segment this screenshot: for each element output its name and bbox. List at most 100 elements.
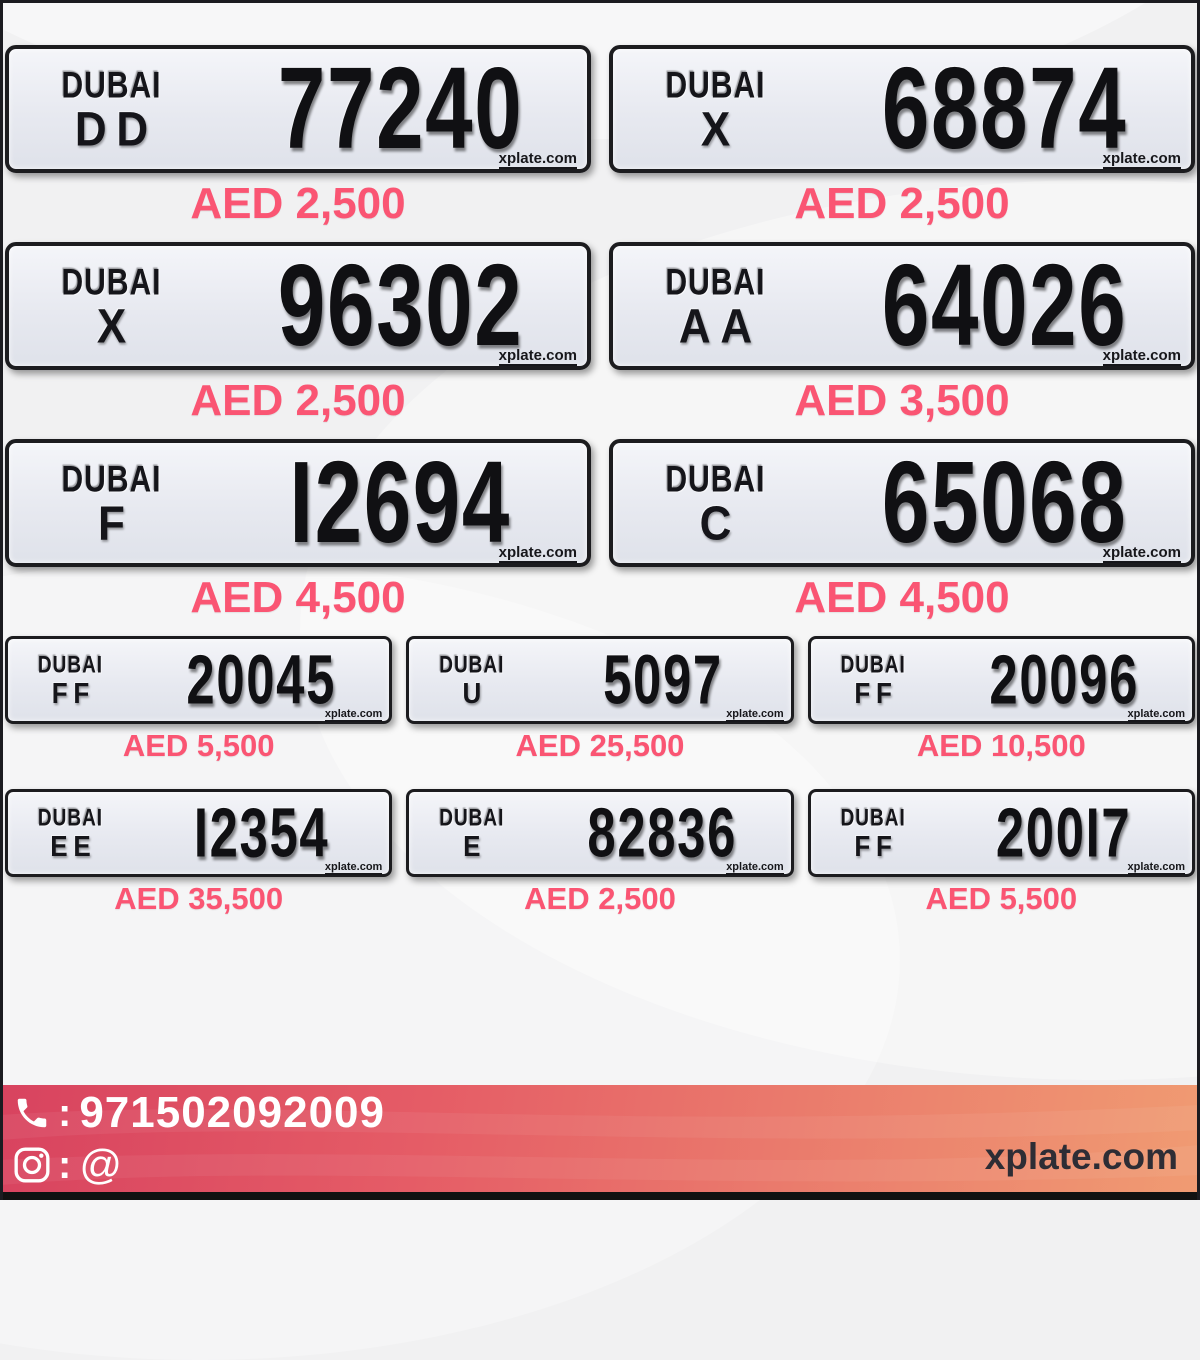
- plate-price: AED 35,500: [114, 881, 284, 916]
- license-plate: DUBAI FF 200I7 xplate.com: [807, 789, 1195, 877]
- plate-left-section: DUBAI X: [9, 260, 214, 354]
- instagram-handle: @: [79, 1141, 123, 1188]
- plate-code: AA: [678, 299, 762, 354]
- plate-code: C: [699, 496, 742, 551]
- plate-code: FF: [854, 675, 898, 709]
- plate-price: AED 10,500: [916, 728, 1086, 763]
- plate-price: AED 4,500: [190, 573, 406, 622]
- brand-logo: xplate.com: [984, 1136, 1178, 1177]
- plate-code: E: [463, 828, 487, 862]
- plate-number: 68874: [881, 43, 1128, 174]
- plate-price: AED 2,500: [794, 179, 1010, 228]
- plate-number-area: 77240: [214, 43, 587, 173]
- plate-number-area: I2694: [214, 437, 587, 567]
- instagram-separator: :: [58, 1142, 72, 1187]
- plate-row: DUBAI F I2694 xplate.com AED 4,500 DUBAI…: [5, 437, 1195, 625]
- plate-number-area: 64026: [818, 240, 1191, 370]
- plate-number: 65068: [881, 437, 1128, 568]
- phone-number: 971502092009: [79, 1088, 385, 1137]
- dubai-logo: DUBAI: [439, 651, 505, 678]
- plate-code: X: [96, 299, 136, 354]
- license-plate: DUBAI E 82836 xplate.com: [406, 789, 794, 877]
- plate-left-section: DUBAI EE: [8, 805, 133, 862]
- plate-watermark: xplate.com: [726, 861, 784, 875]
- dubai-logo: DUBAI: [840, 804, 906, 831]
- plate-left-section: DUBAI FF: [811, 805, 936, 862]
- plate-watermark: xplate.com: [1102, 150, 1181, 169]
- plate-listing: DUBAI AA 64026 xplate.com AED 3,500: [609, 240, 1195, 428]
- plate-number: 64026: [881, 240, 1128, 371]
- plate-listing: DUBAI FF 20045 xplate.com AED 5,500: [5, 636, 393, 765]
- dubai-logo: DUBAI: [61, 261, 162, 303]
- plate-number-area: 96302: [214, 240, 587, 370]
- plate-listing: DUBAI DD 77240 xplate.com AED 2,500: [5, 43, 591, 231]
- plate-left-section: DUBAI E: [409, 805, 534, 862]
- plate-number: 82836: [587, 794, 738, 872]
- plate-number: 77240: [277, 43, 524, 174]
- plate-watermark: xplate.com: [1102, 347, 1181, 366]
- plate-listing: DUBAI E 82836 xplate.com AED 2,500: [406, 789, 794, 918]
- phone-row: : 971502092009: [10, 1087, 385, 1139]
- plate-number-area: I2354: [133, 794, 389, 871]
- license-plate: DUBAI FF 20045 xplate.com: [5, 636, 393, 724]
- footer-gradient-band: : 971502092009 : @ xplate.com: [0, 1085, 1200, 1192]
- dubai-logo: DUBAI: [37, 804, 104, 831]
- license-plate: DUBAI AA 64026 xplate.com: [609, 240, 1195, 370]
- plate-number: I2354: [193, 794, 329, 872]
- dubai-logo: DUBAI: [665, 64, 766, 106]
- plate-code: F: [98, 496, 135, 551]
- plate-left-section: DUBAI FF: [811, 652, 936, 709]
- phone-icon: [10, 1094, 54, 1132]
- plate-number-area: 82836: [534, 794, 790, 871]
- license-plate: DUBAI X 96302 xplate.com: [5, 240, 591, 370]
- plate-number: 96302: [277, 240, 524, 371]
- instagram-row: : @: [10, 1139, 385, 1191]
- plate-number: 200I7: [996, 794, 1132, 872]
- phone-separator: :: [58, 1090, 72, 1135]
- license-plate: DUBAI C 65068 xplate.com: [609, 437, 1195, 567]
- plate-code: X: [700, 102, 740, 157]
- plate-number: 5097: [602, 641, 723, 719]
- plate-watermark: xplate.com: [498, 150, 577, 169]
- plate-row: DUBAI FF 20045 xplate.com AED 5,500 DUBA…: [5, 636, 1195, 765]
- plate-listing: DUBAI EE I2354 xplate.com AED 35,500: [5, 789, 393, 918]
- plate-number-area: 20096: [936, 641, 1192, 718]
- license-plate: DUBAI EE I2354 xplate.com: [5, 789, 393, 877]
- plate-price: AED 25,500: [515, 728, 685, 763]
- plate-price: AED 4,500: [794, 573, 1010, 622]
- plate-listing: DUBAI C 65068 xplate.com AED 4,500: [609, 437, 1195, 625]
- footer-contact: : 971502092009 : @: [10, 1087, 385, 1191]
- plate-watermark: xplate.com: [1127, 708, 1185, 722]
- plate-price: AED 5,500: [925, 881, 1078, 916]
- plate-left-section: DUBAI FF: [8, 652, 133, 709]
- plate-price: AED 5,500: [122, 728, 275, 763]
- plate-price: AED 2,500: [524, 881, 676, 916]
- license-plate: DUBAI DD 77240 xplate.com: [5, 43, 591, 173]
- dubai-logo: DUBAI: [439, 804, 505, 831]
- plate-price: AED 2,500: [190, 179, 406, 228]
- plate-watermark: xplate.com: [1127, 861, 1185, 875]
- plate-listing: DUBAI F I2694 xplate.com AED 4,500: [5, 437, 591, 625]
- dubai-logo: DUBAI: [61, 458, 162, 500]
- plate-watermark: xplate.com: [324, 861, 383, 875]
- plate-listing: DUBAI X 96302 xplate.com AED 2,500: [5, 240, 591, 428]
- plate-price: AED 3,500: [794, 376, 1010, 425]
- plate-number: 20045: [186, 641, 336, 719]
- plate-left-section: DUBAI C: [613, 457, 818, 551]
- plate-watermark: xplate.com: [1102, 544, 1181, 563]
- plate-number-area: 65068: [818, 437, 1191, 567]
- plate-row: DUBAI EE I2354 xplate.com AED 35,500 DUB…: [5, 789, 1195, 918]
- license-plate: DUBAI F I2694 xplate.com: [5, 437, 591, 567]
- plate-number-area: 5097: [534, 641, 790, 718]
- plate-row: DUBAI DD 77240 xplate.com AED 2,500 DUBA…: [5, 43, 1195, 231]
- plate-watermark: xplate.com: [498, 544, 577, 563]
- plate-listing: DUBAI FF 20096 xplate.com AED 10,500: [807, 636, 1195, 765]
- dubai-logo: DUBAI: [840, 651, 906, 678]
- plate-code: EE: [50, 828, 97, 862]
- plate-listing: DUBAI U 5097 xplate.com AED 25,500: [406, 636, 794, 765]
- plate-listing: DUBAI FF 200I7 xplate.com AED 5,500: [807, 789, 1195, 918]
- plate-number: 20096: [989, 641, 1139, 719]
- plate-number-area: 68874: [818, 43, 1191, 173]
- dubai-logo: DUBAI: [37, 651, 104, 678]
- plate-watermark: xplate.com: [498, 347, 577, 366]
